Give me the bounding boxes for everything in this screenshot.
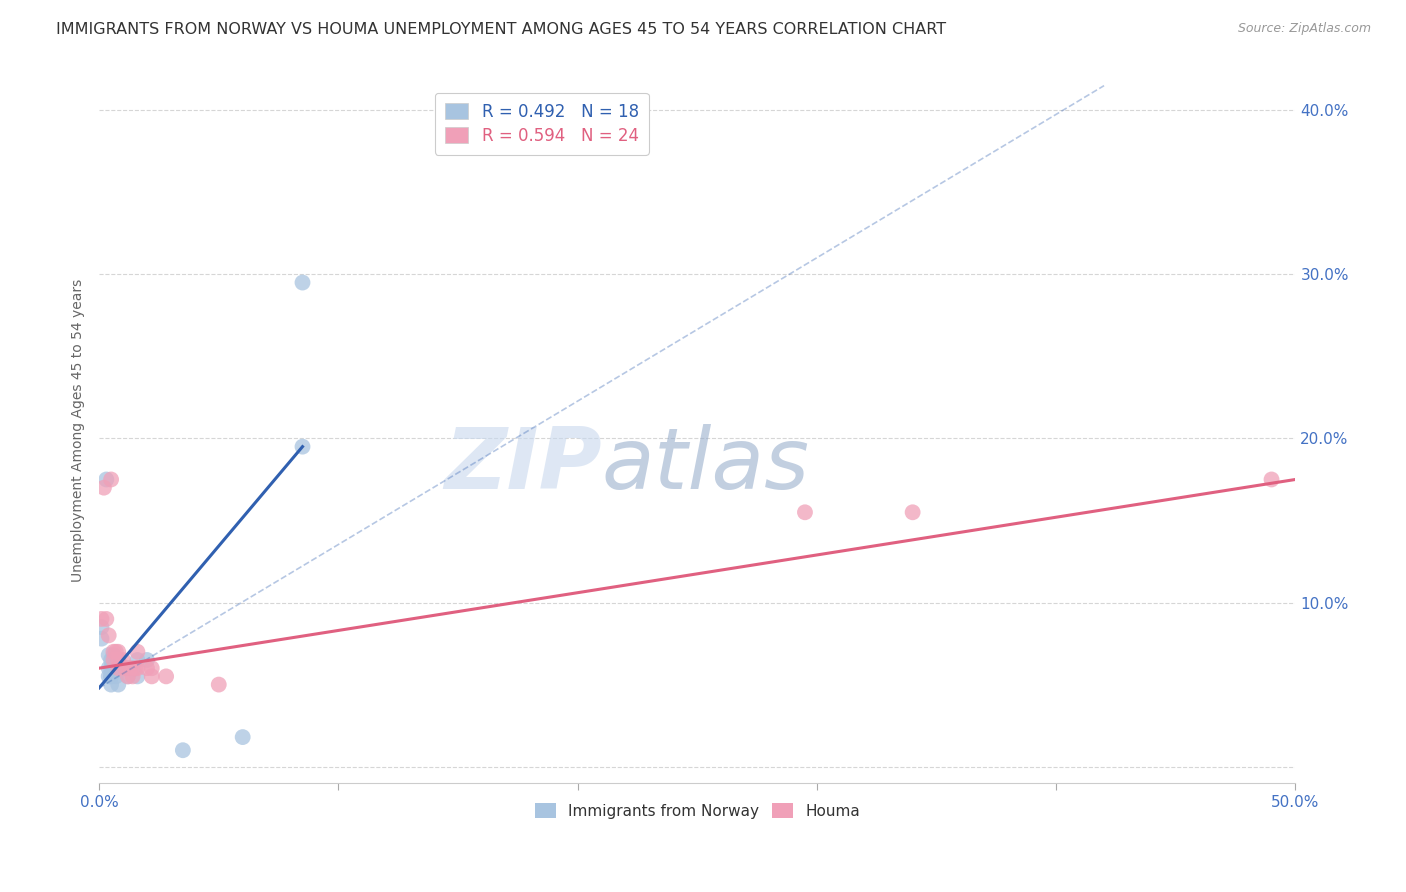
Text: Source: ZipAtlas.com: Source: ZipAtlas.com [1237, 22, 1371, 36]
Point [96, 612, 118, 626]
Point [155, 669, 177, 683]
Point [100, 661, 122, 675]
Point [104, 645, 127, 659]
Point [1260, 473, 1282, 487]
Y-axis label: Unemployment Among Ages 45 to 54 years: Unemployment Among Ages 45 to 54 years [72, 278, 86, 582]
Point [121, 669, 143, 683]
Point [104, 669, 127, 683]
Point [103, 653, 125, 667]
Point [127, 669, 149, 683]
Point [104, 661, 127, 675]
Point [291, 276, 314, 290]
Point [107, 645, 129, 659]
Point [124, 661, 146, 675]
Point [90, 620, 112, 634]
Point [117, 669, 139, 683]
Point [112, 653, 135, 667]
Point [107, 677, 129, 691]
Text: IMMIGRANTS FROM NORWAY VS HOUMA UNEMPLOYMENT AMONG AGES 45 TO 54 YEARS CORRELATI: IMMIGRANTS FROM NORWAY VS HOUMA UNEMPLOY… [56, 22, 946, 37]
Point [93, 481, 115, 495]
Point [794, 505, 817, 519]
Point [120, 661, 142, 675]
Point [141, 669, 163, 683]
Point [107, 661, 129, 675]
Point [97, 628, 120, 642]
Point [100, 473, 122, 487]
Legend: Immigrants from Norway, Houma: Immigrants from Norway, Houma [529, 797, 866, 825]
Point [208, 677, 231, 691]
Point [103, 648, 125, 662]
Point [117, 661, 139, 675]
Point [100, 677, 122, 691]
Point [100, 669, 122, 683]
Point [127, 653, 149, 667]
Point [127, 661, 149, 675]
Text: ZIP: ZIP [444, 424, 602, 507]
Text: atlas: atlas [602, 424, 810, 507]
Point [90, 612, 112, 626]
Point [97, 669, 120, 683]
Point [107, 653, 129, 667]
Point [97, 661, 120, 675]
Point [100, 653, 122, 667]
Point [100, 669, 122, 683]
Point [103, 661, 125, 675]
Point [90, 632, 112, 646]
Point [96, 473, 118, 487]
Point [232, 730, 254, 744]
Point [107, 653, 129, 667]
Point [291, 440, 314, 454]
Point [136, 661, 159, 675]
Point [103, 645, 125, 659]
Point [121, 661, 143, 675]
Point [127, 645, 149, 659]
Point [136, 653, 159, 667]
Point [117, 669, 139, 683]
Point [97, 648, 120, 662]
Point [141, 661, 163, 675]
Point [114, 661, 136, 675]
Point [172, 743, 194, 757]
Point [901, 505, 924, 519]
